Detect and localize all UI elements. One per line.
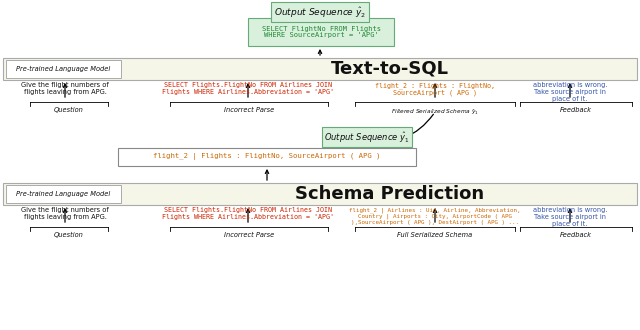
Bar [248, 18, 394, 46]
Text: Schema Prediction: Schema Prediction [296, 185, 484, 203]
Bar [6, 185, 121, 203]
Text: abbreviation is wrong.
Take source airport in
place of it.: abbreviation is wrong. Take source airpo… [532, 82, 607, 102]
Text: Question: Question [54, 232, 84, 238]
Text: Give the flight numbers of
flights leaving from APG.: Give the flight numbers of flights leavi… [21, 207, 109, 220]
Text: Text-to-SQL: Text-to-SQL [331, 60, 449, 78]
Text: Feedback: Feedback [560, 232, 592, 238]
Text: Output Sequence $\hat{y}_2$: Output Sequence $\hat{y}_2$ [274, 5, 366, 19]
Text: Pre-trained Language Model: Pre-trained Language Model [17, 66, 111, 72]
Bar [3, 58, 637, 80]
Bar [3, 183, 637, 205]
Text: flight_2 | Airlines : Uid, Airline, Abbreviation,
Country | Airports : City, Air: flight_2 | Airlines : Uid, Airline, Abbr… [349, 207, 521, 225]
Text: flight_2 | Flights : FlightNo, SourceAirport ( APG ): flight_2 | Flights : FlightNo, SourceAir… [153, 153, 381, 160]
Bar [118, 148, 416, 166]
Text: abbreviation is wrong.
Take source airport in
place of it.: abbreviation is wrong. Take source airpo… [532, 207, 607, 227]
Text: flight_2 : Flights : FlightNo,
SourceAirport ( APG ): flight_2 : Flights : FlightNo, SourceAir… [375, 82, 495, 96]
Text: Question: Question [54, 107, 84, 113]
Bar [6, 60, 121, 78]
Text: Incorrect Parse: Incorrect Parse [224, 232, 274, 238]
Text: SELECT Flights.FlightNo FROM Airlines JOIN
Flights WHERE Airlines.Abbreviation =: SELECT Flights.FlightNo FROM Airlines JO… [162, 207, 334, 220]
Text: Pre-trained Language Model: Pre-trained Language Model [17, 191, 111, 197]
Text: Filtered Serialized Schema $\hat{y}_1$: Filtered Serialized Schema $\hat{y}_1$ [391, 107, 479, 117]
Text: Incorrect Parse: Incorrect Parse [224, 107, 274, 113]
Text: Give the flight numbers of
flights leaving from APG.: Give the flight numbers of flights leavi… [21, 82, 109, 95]
Text: Feedback: Feedback [560, 107, 592, 113]
Text: Output Sequence $\hat{y}_1$: Output Sequence $\hat{y}_1$ [324, 130, 410, 145]
Text: SELECT Flights.FlightNo FROM Airlines JOIN
Flights WHERE Airlines.Abbreviation =: SELECT Flights.FlightNo FROM Airlines JO… [162, 82, 334, 95]
Text: Full Serialized Schema: Full Serialized Schema [397, 232, 472, 238]
Text: SELECT FlightNo FROM Flights
WHERE SourceAirport = 'APG': SELECT FlightNo FROM Flights WHERE Sourc… [262, 25, 381, 39]
